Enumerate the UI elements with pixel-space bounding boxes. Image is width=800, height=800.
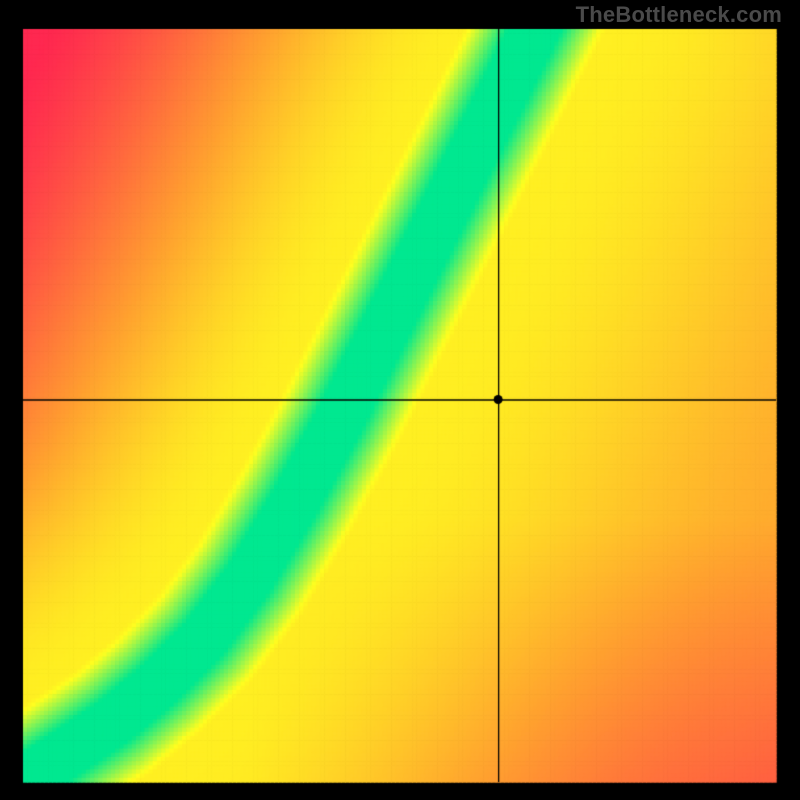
heatmap-canvas [0,0,800,800]
watermark-text: TheBottleneck.com [576,2,782,28]
chart-container: TheBottleneck.com [0,0,800,800]
